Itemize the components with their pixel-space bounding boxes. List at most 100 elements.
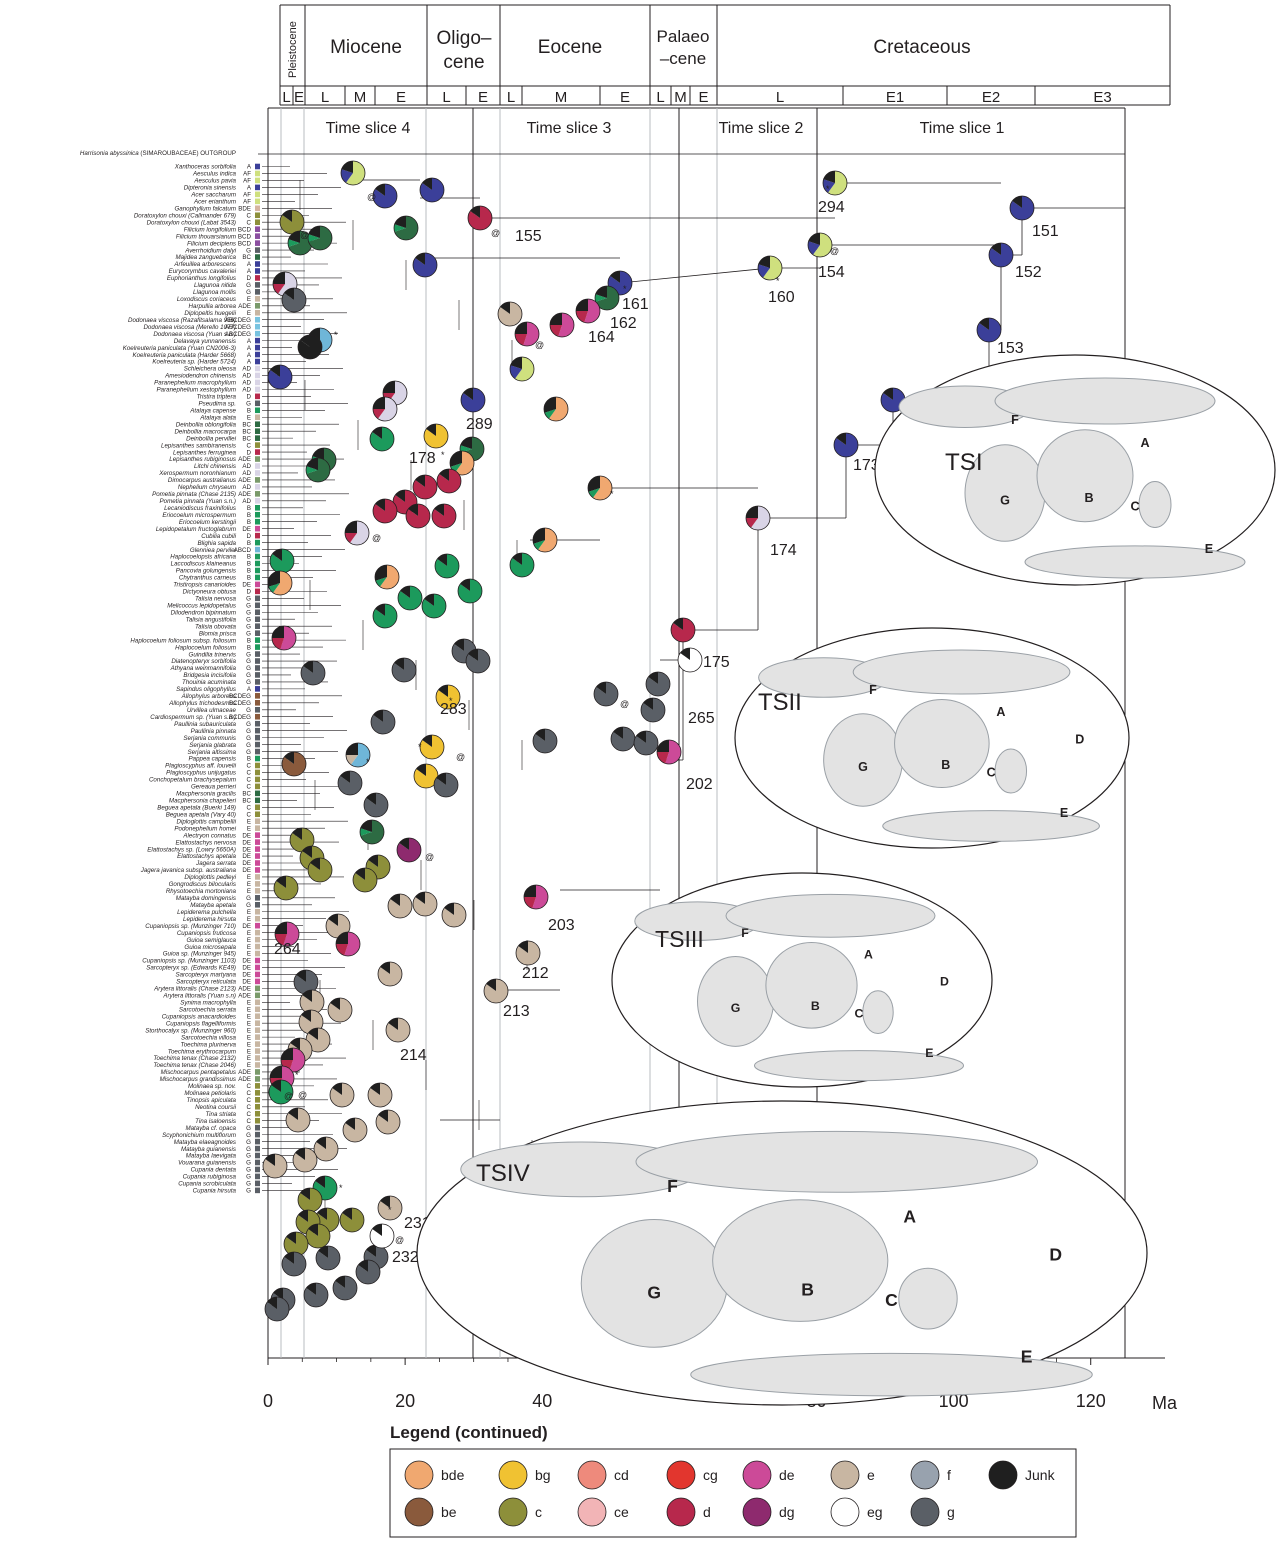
area-swatch [255,191,260,198]
area-label-F: F [667,1176,678,1196]
area-code: C [247,804,252,811]
map-label: TSI [945,449,983,476]
area-swatch [255,1076,260,1082]
area-code: AD [242,470,251,477]
legend-swatch [498,1497,528,1527]
taxon-name: Nephelium chryseum [178,484,236,491]
taxon-name: Scyphonichium multiflorum [162,1132,236,1139]
node-label-202: 202 [686,776,713,793]
area-swatch [255,964,260,971]
area-code: G [246,630,251,637]
stage-subdivisions: L E L M E L E L M E L M E L E1 E2 E3 [282,89,1111,106]
landmass [852,649,1071,695]
area-swatch [255,581,260,588]
taxon-name: Blighia sapida [197,540,236,547]
palaeomaps: TSI A F G B C E TSII F A D G B C E TSIII F A D B C G E TSIV F A B D… [416,354,1276,1406]
area-pie [345,742,371,768]
area-label-E: E [1021,1346,1033,1366]
area-code: G [246,1174,251,1181]
area-code: G [246,749,251,756]
stage-3: M [354,89,367,106]
at-marker: @ [425,852,434,862]
stage-12: E [698,89,708,106]
stage-6: E [478,89,488,106]
area-pie [363,792,389,818]
taxon-name: Matayba elaeagnoides [174,1139,236,1146]
taxon-name: Atalaya capense [189,407,236,414]
area-swatch [255,874,260,880]
legend-label: bde [441,1467,465,1483]
area-code: DE [242,839,251,846]
area-pie [593,681,619,707]
area-swatch [255,644,260,650]
node-label-152: 152 [1015,264,1042,281]
area-swatch [255,825,260,831]
area-pie [515,940,541,966]
area-swatch [255,755,260,762]
area-pie [300,660,326,686]
area-swatch [255,518,260,525]
taxon-name: Guioa sp. (Munzinger 945) [163,951,236,958]
area-swatch [255,978,260,985]
area-code: G [246,1181,251,1188]
taxon-name: Vouarana guianensis [178,1160,236,1167]
area-code: BCD [238,226,252,233]
stage-7: L [507,89,515,106]
area-pie [532,728,558,754]
area-swatch [255,400,260,407]
area-code: A [247,164,252,171]
area-swatch [255,651,260,657]
taxon-name: Jagera javanica subsp. australiana [140,867,237,874]
area-code: BCD [238,233,252,240]
area-swatch [255,1187,260,1194]
area-code: B [247,568,251,575]
area-swatch [255,1173,260,1180]
area-pie [344,520,370,546]
epoch-eocene: Eocene [538,37,602,58]
node-label-289: 289 [466,416,493,433]
area-swatch [255,1103,260,1110]
area-swatch [255,1069,260,1075]
area-label-G: G [647,1283,661,1303]
area-pie [419,734,445,760]
area-pie [342,1117,368,1143]
area-pie [372,396,398,422]
taxon-labels: Harrisonia abyssinica (SIMAROUBACEAE) OU… [80,150,260,1195]
area-swatch [255,268,260,274]
landmass [712,1199,889,1322]
area-swatch [255,588,260,595]
taxon-name: Amesiodendron chinensis [164,373,236,380]
time-slice-1: Time slice 1 [920,120,1005,137]
axis-tick-label: 120 [1076,1391,1106,1411]
taxon-name: Matayba apetala [190,902,236,909]
taxon-name: Podonephelium homei [174,825,236,832]
legend-swatch [988,1460,1018,1490]
area-code: G [246,1188,251,1195]
taxon-name: Schleichera oleosa [184,366,237,373]
at-marker: @ [298,1090,307,1100]
area-pie [377,961,403,987]
area-swatch [255,853,260,859]
area-code: G [246,282,251,289]
area-code: E [247,1055,251,1062]
area-code: ADE [238,986,251,993]
legend-label: eg [867,1504,883,1520]
area-code: BC [242,435,251,442]
stage-2: L [321,89,329,106]
area-code: BCD [238,240,252,247]
area-pie [372,183,398,209]
taxon-name: Plagioscyphus aff. louvelii [165,763,236,770]
taxon-name: Urvillea ulmaceae [187,707,237,714]
area-code: C [247,1104,252,1111]
area-pie [372,498,398,524]
area-swatch [255,720,260,727]
taxon-name: Lepidopetalum fructoglabrum [156,526,236,533]
area-swatch [255,1062,260,1068]
area-swatch [255,170,260,177]
area-swatch [255,574,260,581]
area-pie [375,1109,401,1135]
area-swatch [255,463,260,469]
area-pie [335,931,361,957]
area-code: BC [242,254,251,261]
node-label-175: 175 [703,654,730,671]
